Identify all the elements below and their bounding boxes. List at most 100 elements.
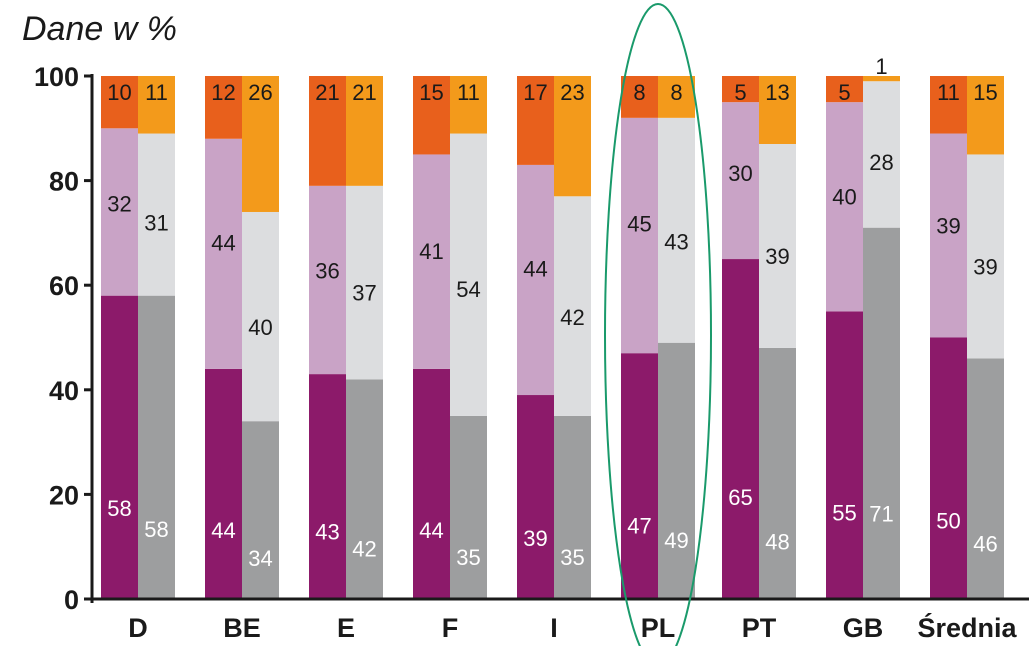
category-label-F: F	[442, 613, 459, 643]
category-label-PL: PL	[641, 613, 676, 643]
label-D-left-middle: 32	[107, 192, 131, 217]
label-D-left-top: 10	[107, 80, 131, 105]
bar-I-right-top	[554, 76, 591, 197]
bar-PL-right-bottom	[658, 342, 695, 599]
label-I-right-middle: 42	[560, 305, 584, 330]
bar-BE-left-bottom	[205, 368, 242, 599]
bar-PL-left-top	[621, 76, 658, 118]
bar-F-left-bottom	[413, 368, 450, 599]
bar-Średnia-left-middle	[930, 133, 967, 338]
bar-GB-right-bottom	[863, 227, 900, 600]
bar-F-left-top	[413, 76, 450, 155]
bar-PL-left-middle	[621, 117, 658, 354]
bar-I-left-top	[517, 76, 554, 165]
bar-Średnia-left-bottom	[930, 337, 967, 599]
bar-E-left-top	[309, 76, 346, 186]
y-tick-label-100: 100	[34, 62, 79, 92]
bar-D-right-top	[138, 76, 175, 134]
bar-PL-left-bottom	[621, 353, 658, 599]
bar-E-right-bottom	[346, 379, 383, 599]
label-D-left-bottom: 58	[107, 496, 131, 521]
label-GB-left-top: 5	[838, 80, 850, 105]
category-label-D: D	[128, 613, 148, 643]
label-Średnia-right-top: 15	[973, 80, 997, 105]
label-GB-right-middle: 28	[869, 150, 893, 175]
bar-PL-right-middle	[658, 117, 695, 343]
bar-GB-left-bottom	[826, 311, 863, 599]
label-PT-left-bottom: 65	[728, 485, 752, 510]
category-label-BE: BE	[223, 613, 261, 643]
label-GB-right-bottom: 71	[869, 502, 893, 527]
label-E-left-bottom: 43	[315, 520, 339, 545]
y-tick-label-20: 20	[49, 480, 79, 510]
label-F-right-middle: 54	[456, 277, 480, 302]
label-Średnia-left-top: 11	[937, 80, 960, 105]
bar-PT-right-middle	[759, 143, 796, 348]
category-label-Średnia: Średnia	[917, 612, 1017, 643]
label-BE-left-top: 12	[211, 80, 235, 105]
label-GB-left-bottom: 55	[832, 501, 856, 526]
bar-Średnia-right-bottom	[967, 358, 1004, 599]
category-label-GB: GB	[843, 613, 884, 643]
y-tick-label-40: 40	[49, 376, 79, 406]
label-PT-left-top: 5	[734, 80, 746, 105]
label-BE-right-middle: 40	[248, 315, 272, 340]
label-E-left-middle: 36	[315, 259, 339, 284]
bar-D-left-top	[101, 76, 138, 129]
y-tick-label-0: 0	[64, 585, 79, 615]
bar-I-left-bottom	[517, 395, 554, 599]
y-tick-label-60: 60	[49, 271, 79, 301]
bar-PT-left-middle	[722, 102, 759, 260]
bar-GB-left-top	[826, 76, 863, 103]
label-E-right-bottom: 42	[352, 536, 376, 561]
label-BE-right-bottom: 34	[248, 546, 272, 571]
bar-BE-right-top	[242, 76, 279, 212]
category-label-PT: PT	[742, 613, 777, 643]
bar-BE-left-top	[205, 76, 242, 139]
label-PT-right-middle: 39	[765, 244, 789, 269]
label-PL-left-top: 8	[633, 80, 645, 105]
label-PL-right-bottom: 49	[664, 528, 688, 553]
bar-E-left-middle	[309, 185, 346, 375]
chart-title: Dane w %	[22, 10, 177, 48]
label-E-left-top: 21	[315, 80, 339, 105]
bar-GB-right-middle	[863, 81, 900, 228]
bar-D-left-bottom	[101, 295, 138, 599]
label-BE-left-middle: 44	[211, 230, 235, 255]
label-PT-right-top: 13	[765, 80, 789, 105]
bar-GB-left-middle	[826, 102, 863, 312]
bar-PT-right-top	[759, 76, 796, 144]
bar-Średnia-right-middle	[967, 154, 1004, 359]
label-PL-right-middle: 43	[664, 230, 688, 255]
label-GB-left-middle: 40	[832, 184, 856, 209]
bar-PT-left-bottom	[722, 259, 759, 599]
bar-Średnia-left-top	[930, 76, 967, 134]
bar-PT-right-bottom	[759, 347, 796, 599]
label-PT-right-bottom: 48	[765, 529, 789, 554]
label-I-left-top: 17	[523, 80, 547, 105]
label-F-left-top: 15	[419, 80, 443, 105]
category-label-I: I	[550, 613, 558, 643]
bar-D-left-middle	[101, 128, 138, 296]
bar-E-left-bottom	[309, 374, 346, 599]
bar-E-right-top	[346, 76, 383, 186]
label-I-left-middle: 44	[523, 256, 547, 281]
label-I-right-top: 23	[560, 80, 584, 105]
label-F-left-middle: 41	[419, 239, 443, 264]
bar-I-right-bottom	[554, 415, 591, 599]
category-label-E: E	[337, 613, 355, 643]
label-F-right-bottom: 35	[456, 545, 480, 570]
label-Średnia-left-bottom: 50	[936, 509, 960, 534]
label-PT-left-middle: 30	[728, 161, 752, 186]
bar-F-right-bottom	[450, 415, 487, 599]
bar-F-left-middle	[413, 154, 450, 369]
bar-PT-left-top	[722, 76, 759, 103]
label-F-right-top: 11	[457, 80, 480, 105]
label-BE-left-bottom: 44	[211, 518, 235, 543]
label-BE-right-top: 26	[248, 80, 272, 105]
bar-F-right-top	[450, 76, 487, 134]
label-PL-left-middle: 45	[627, 212, 651, 237]
bar-E-right-middle	[346, 185, 383, 380]
